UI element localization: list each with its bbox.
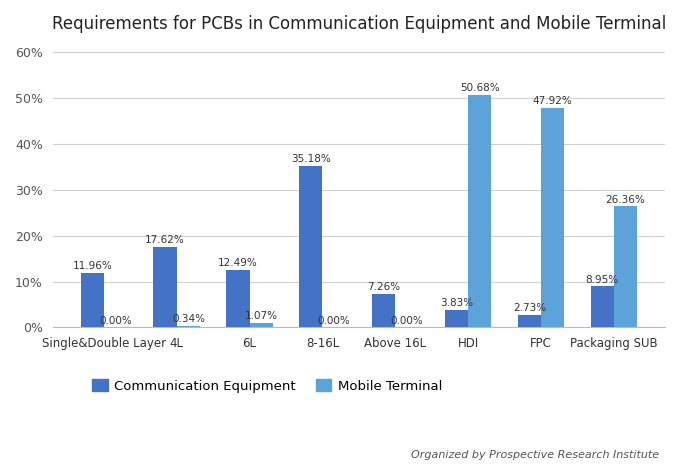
Text: 12.49%: 12.49%	[218, 258, 258, 268]
Bar	[154, 246, 177, 327]
Text: 8.95%: 8.95%	[585, 274, 619, 285]
Bar	[468, 95, 492, 327]
Text: 17.62%: 17.62%	[146, 235, 185, 245]
Bar	[445, 310, 468, 327]
Bar	[590, 286, 614, 327]
Bar	[372, 294, 395, 327]
Text: Organized by Prospective Research Institute: Organized by Prospective Research Instit…	[411, 450, 660, 460]
Text: 2.73%: 2.73%	[513, 303, 546, 313]
Text: 0.00%: 0.00%	[99, 316, 132, 326]
Text: 11.96%: 11.96%	[72, 261, 112, 271]
Text: 26.36%: 26.36%	[606, 195, 645, 205]
Bar	[541, 107, 564, 327]
Text: 35.18%: 35.18%	[291, 154, 330, 164]
Text: 7.26%: 7.26%	[367, 282, 401, 292]
Bar	[250, 323, 273, 327]
Bar	[80, 272, 104, 327]
Text: 47.92%: 47.92%	[533, 96, 573, 106]
Text: 50.68%: 50.68%	[460, 83, 500, 93]
Legend: Communication Equipment, Mobile Terminal: Communication Equipment, Mobile Terminal	[86, 374, 447, 398]
Bar	[177, 326, 200, 327]
Bar	[226, 270, 250, 327]
Text: 1.07%: 1.07%	[245, 311, 277, 321]
Text: 0.00%: 0.00%	[318, 316, 350, 326]
Text: 3.83%: 3.83%	[440, 298, 473, 308]
Title: Requirements for PCBs in Communication Equipment and Mobile Terminal: Requirements for PCBs in Communication E…	[52, 15, 666, 33]
Text: 0.00%: 0.00%	[390, 316, 424, 326]
Bar	[614, 206, 637, 327]
Text: 0.34%: 0.34%	[172, 314, 205, 324]
Bar	[299, 166, 322, 327]
Bar	[517, 315, 541, 327]
